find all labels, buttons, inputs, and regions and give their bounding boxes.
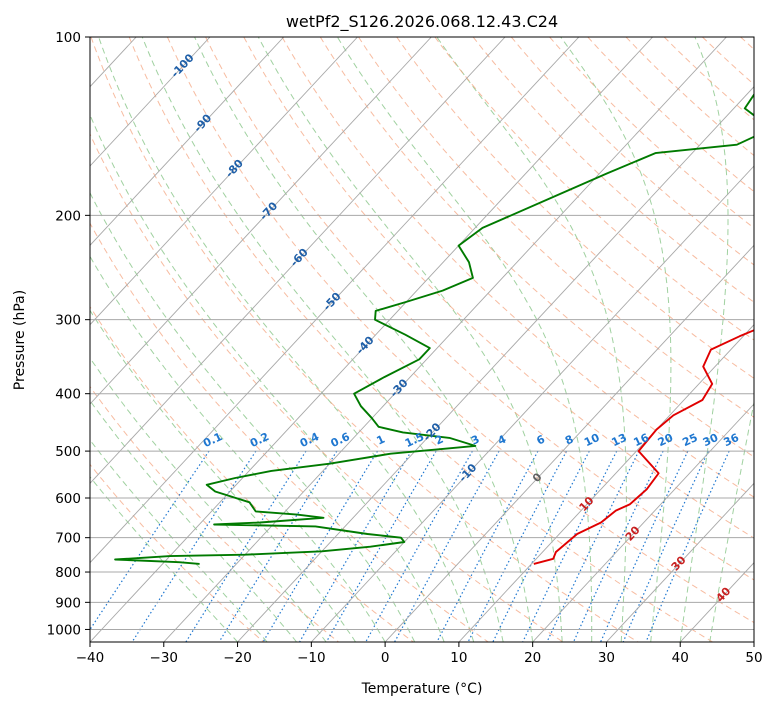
dry-adiabat — [90, 132, 564, 642]
x-tick-label: −40 — [76, 650, 105, 666]
temperature-profile-line — [533, 329, 754, 565]
y-tick-label: 400 — [55, 387, 81, 403]
mixing-ratio-label: 36 — [722, 431, 742, 449]
isotherm-line — [90, 37, 506, 484]
y-tick-label: 800 — [55, 565, 81, 581]
mixing-ratio-line — [218, 450, 338, 642]
y-tick-label: 1000 — [47, 622, 81, 638]
moist-adiabat — [90, 113, 445, 642]
mixing-ratio-line — [522, 450, 618, 642]
moist-adiabat — [709, 399, 754, 642]
dry-adiabat — [128, 37, 713, 642]
plot-area — [90, 37, 754, 642]
x-tick-label: 40 — [672, 650, 689, 666]
x-tick-label: 30 — [598, 650, 615, 666]
isotherm-line — [606, 482, 754, 642]
mixing-ratio-line — [600, 450, 689, 642]
dry-adiabat — [90, 463, 265, 642]
x-tick-label: 20 — [524, 650, 541, 666]
mixing-ratio-label: 25 — [680, 431, 699, 449]
x-tick-label: 0 — [381, 650, 390, 666]
moist-adiabats — [90, 37, 754, 642]
moist-adiabat — [679, 37, 729, 642]
dry-adiabat — [90, 222, 489, 642]
x-tick-label: −30 — [150, 650, 179, 666]
plot-frame — [89, 36, 755, 643]
dry-adiabat — [472, 37, 754, 303]
moist-adiabat — [141, 37, 504, 642]
moist-adiabat — [194, 37, 534, 642]
y-axis-ticks: 100 200 300 400 500 600 700 800 900 1000 — [47, 30, 90, 638]
mixing-ratio-label: 16 — [632, 431, 652, 449]
mixing-ratio-line — [185, 450, 307, 642]
x-tick-label: 50 — [745, 650, 762, 666]
isotherm-line — [90, 37, 653, 642]
isotherm-line — [311, 165, 754, 642]
profile-lines — [114, 93, 754, 565]
x-tick-label: 10 — [450, 650, 467, 666]
dry-adiabat — [90, 385, 339, 642]
moist-adiabat — [90, 399, 297, 642]
mixing-ratio-line — [394, 450, 500, 642]
y-tick-label: 200 — [55, 208, 81, 224]
mixing-ratio-label: 13 — [609, 431, 628, 449]
mixing-ratio-line — [492, 450, 590, 642]
moist-adiabat — [98, 37, 475, 642]
x-axis-label: Temperature (°C) — [361, 681, 483, 697]
y-tick-label: 700 — [55, 531, 81, 547]
y-tick-label: 600 — [55, 491, 81, 507]
y-tick-label: 500 — [55, 444, 81, 460]
isotherm-line — [90, 37, 285, 247]
mixing-ratio-line — [546, 450, 640, 642]
y-axis-label: Pressure (hPa) — [12, 290, 28, 390]
x-axis-ticks: −40 −30 −20 −10 0 10 20 30 40 50 — [76, 642, 763, 666]
x-tick-label: −10 — [297, 650, 326, 666]
mixing-ratio-label: 20 — [656, 431, 676, 449]
moist-adiabat — [257, 37, 563, 642]
y-tick-label: 100 — [55, 30, 81, 46]
y-tick-label: 900 — [55, 595, 81, 611]
moist-adiabat — [436, 37, 627, 642]
moist-adiabat — [90, 309, 357, 642]
dry-adiabat — [166, 37, 754, 624]
chart-title: wetPf2_S126.2026.068.12.43.C24 — [286, 12, 558, 32]
isotherm-line — [90, 37, 358, 326]
mixing-ratio-label: 10 — [582, 431, 602, 449]
isotherm-line — [90, 37, 432, 405]
moist-adiabat — [90, 357, 327, 642]
dry-adiabat — [205, 37, 754, 581]
mixing-ratio-line — [325, 450, 437, 642]
y-tick-label: 300 — [55, 313, 81, 329]
isotherm-line — [458, 324, 754, 642]
isotherm-line — [90, 37, 211, 167]
mixing-ratio-line — [467, 450, 568, 642]
isotherm-line — [237, 86, 754, 642]
isotherm-line — [532, 403, 754, 642]
mixing-ratio-label: 30 — [701, 431, 721, 449]
isotherm-line — [163, 37, 727, 642]
dry-adiabat — [90, 37, 639, 642]
dry-adiabat — [434, 37, 754, 341]
dry-adiabat — [396, 37, 754, 379]
skewed-isotherms — [90, 37, 754, 642]
x-tick-label: −20 — [223, 650, 252, 666]
moist-adiabat — [560, 37, 672, 642]
isotherm-line — [384, 244, 754, 642]
moist-adiabat — [90, 191, 416, 642]
mixing-ratio-line — [90, 450, 210, 631]
moist-adiabat — [336, 37, 593, 642]
isotherm-line — [90, 37, 580, 564]
dewpoint-profile-line — [114, 93, 754, 565]
mixing-ratio-line — [436, 450, 539, 642]
pressure-gridlines — [90, 37, 754, 630]
dry-adiabat — [281, 37, 754, 498]
